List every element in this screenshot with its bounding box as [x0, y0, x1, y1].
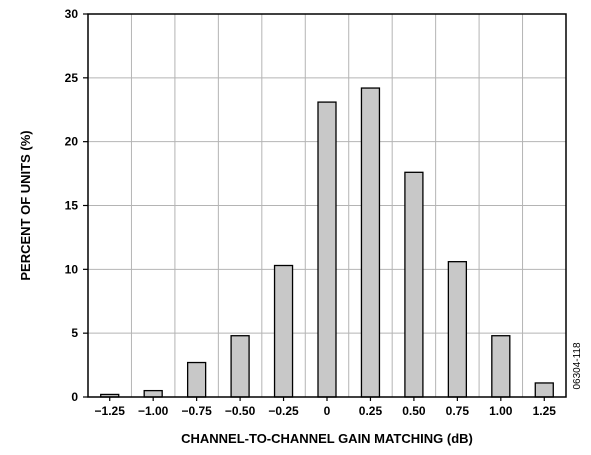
bar	[534, 382, 554, 398]
x-axis-title: CHANNEL-TO-CHANNEL GAIN MATCHING (dB)	[181, 431, 473, 446]
bar	[186, 361, 207, 398]
bar	[491, 335, 511, 398]
bar	[273, 264, 294, 398]
figure-id: 06304-118	[572, 342, 583, 390]
x-tick-label: 0.75	[446, 404, 470, 418]
y-tick-labels: 0 5 10 15 20 25 30	[65, 7, 88, 404]
bar	[230, 335, 250, 398]
y-axis-title: PERCENT OF UNITS (%)	[18, 130, 33, 280]
y-tick-label: 10	[65, 262, 79, 276]
x-tick-label: 0.25	[359, 404, 383, 418]
bar	[404, 171, 424, 398]
x-tick-label: 0	[324, 404, 331, 418]
x-tick-label: 0.50	[402, 404, 426, 418]
x-tick-label: −0.25	[268, 404, 299, 418]
x-tick-label: −0.75	[181, 404, 212, 418]
bar	[447, 261, 468, 398]
y-tick-label: 20	[65, 135, 79, 149]
x-tick-label: 1.00	[489, 404, 513, 418]
x-tick-labels: −1.25 −1.00 −0.75 −0.50 −0.25 0 0.25 0.50 0.75 1.…	[95, 397, 557, 418]
x-tick-label: 1.25	[533, 404, 557, 418]
x-tick-label: −1.25	[95, 404, 126, 418]
y-tick-label: 5	[71, 326, 78, 340]
bar	[143, 389, 163, 398]
x-tick-label: −0.50	[225, 404, 256, 418]
y-tick-label: 15	[65, 199, 79, 213]
y-tick-label: 25	[65, 71, 79, 85]
y-tick-label: 30	[65, 7, 79, 21]
x-tick-label: −1.00	[138, 404, 169, 418]
bar	[360, 87, 381, 398]
bar	[317, 101, 337, 398]
bars	[100, 87, 554, 398]
y-tick-label: 0	[71, 390, 78, 404]
